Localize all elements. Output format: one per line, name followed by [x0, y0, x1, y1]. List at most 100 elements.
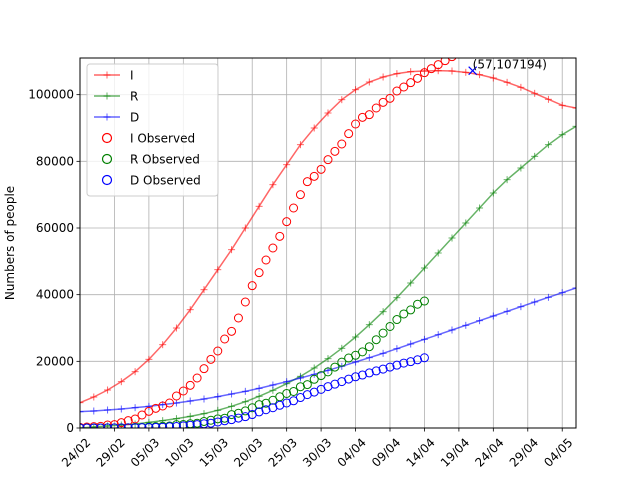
- data-point: [289, 203, 299, 213]
- data-point: [330, 362, 340, 372]
- data-point: [392, 315, 402, 325]
- data-point: [158, 422, 168, 428]
- data-point: [503, 78, 511, 86]
- data-point: [330, 146, 340, 156]
- data-point: [233, 313, 243, 323]
- data-point: [462, 68, 470, 76]
- data-point: [433, 60, 443, 70]
- data-point: [531, 89, 539, 97]
- data-point: [80, 399, 84, 407]
- data-point: [241, 387, 249, 395]
- data-point: [338, 344, 346, 352]
- data-point: [378, 97, 388, 107]
- data-point: [213, 417, 223, 427]
- data-point: [393, 345, 401, 353]
- data-point: [392, 86, 402, 96]
- legend-marker: [103, 92, 111, 100]
- data-point: [296, 374, 304, 382]
- data-point: [171, 391, 181, 401]
- data-point: [123, 416, 133, 426]
- data-point: [365, 354, 373, 362]
- data-point: [310, 124, 318, 132]
- data-point: [269, 181, 277, 189]
- data-point: [392, 360, 402, 370]
- data-point: [531, 298, 539, 306]
- legend-item: R: [94, 90, 138, 104]
- data-point: [104, 406, 112, 414]
- data-point: [337, 357, 347, 367]
- data-point: [151, 422, 161, 428]
- legend-label: R Observed: [130, 153, 200, 167]
- y-tick-label: 0: [66, 421, 74, 435]
- data-point: [200, 395, 208, 403]
- data-point: [254, 268, 264, 278]
- data-point: [213, 414, 223, 424]
- data-point: [228, 402, 236, 410]
- legend-item: D: [94, 111, 139, 125]
- data-point: [517, 164, 525, 172]
- data-point: [240, 297, 250, 307]
- data-point: [90, 423, 98, 428]
- data-point: [531, 152, 539, 160]
- data-point: [365, 321, 373, 329]
- data-point: [407, 279, 415, 287]
- data-point: [371, 103, 381, 113]
- data-point: [364, 342, 374, 352]
- data-point: [364, 368, 374, 378]
- data-point: [172, 324, 180, 332]
- data-point: [186, 306, 194, 314]
- data-point: [228, 246, 236, 254]
- data-point: [544, 293, 552, 301]
- data-point: [448, 67, 456, 75]
- annotation-layer: (57,107194): [468, 58, 547, 76]
- data-point: [200, 410, 208, 418]
- data-point: [476, 317, 484, 325]
- legend-label: D: [130, 111, 139, 125]
- data-point: [268, 243, 278, 253]
- data-point: [503, 307, 511, 315]
- data-point: [338, 96, 346, 104]
- data-point: [186, 412, 194, 420]
- data-point: [228, 390, 236, 398]
- data-point: [323, 155, 333, 165]
- y-tick-label: 80000: [36, 154, 74, 168]
- data-point: [352, 333, 360, 341]
- data-point: [364, 110, 374, 120]
- data-point: [80, 408, 84, 416]
- data-point: [171, 421, 181, 428]
- data-point: [220, 413, 230, 423]
- peak-marker: [468, 66, 478, 76]
- data-point: [145, 418, 153, 426]
- plot-frame: [79, 57, 577, 429]
- data-point: [192, 420, 202, 428]
- data-point: [324, 109, 332, 117]
- peak-annotation: (57,107194): [473, 58, 547, 72]
- data-point: [385, 93, 395, 103]
- data-point: [393, 294, 401, 302]
- data-point: [462, 219, 470, 227]
- data-point: [295, 382, 305, 392]
- data-point: [130, 414, 140, 424]
- data-point: [352, 86, 360, 94]
- data-point: [220, 334, 230, 344]
- data-point: [302, 380, 312, 390]
- data-point: [131, 404, 139, 412]
- data-point: [399, 309, 409, 319]
- data-point: [351, 119, 361, 129]
- legend-label: I: [130, 69, 134, 83]
- data-point: [283, 161, 291, 169]
- data-point: [351, 372, 361, 382]
- legend-item: R Observed: [101, 153, 200, 167]
- series-layer: [80, 58, 576, 428]
- data-point: [517, 303, 525, 311]
- data-point: [357, 347, 367, 357]
- data-point: [104, 386, 112, 394]
- data-point: [214, 393, 222, 401]
- data-point: [544, 141, 552, 149]
- data-point: [393, 70, 401, 78]
- data-point: [413, 355, 423, 365]
- data-point: [337, 139, 347, 149]
- data-point: [399, 82, 409, 92]
- data-point: [310, 364, 318, 372]
- data-point: [289, 387, 299, 396]
